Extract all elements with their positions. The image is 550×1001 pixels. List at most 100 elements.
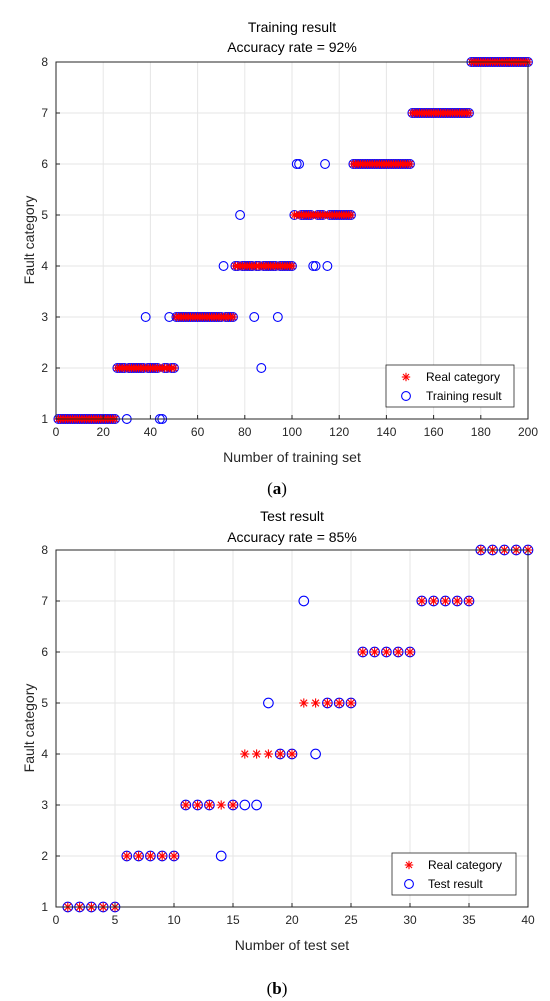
axis-ticks: 0 5 10 15 20 25 30 35 40 1 2 3 4 5 6 7 8 (41, 543, 535, 927)
result-point (294, 159, 305, 169)
real-point (145, 851, 155, 861)
real-point (275, 749, 285, 759)
real-point (464, 596, 474, 606)
result-point (392, 646, 404, 658)
result-point (357, 646, 369, 658)
legend: Real category Training result (385, 364, 515, 408)
x-tick-label: 120 (329, 425, 349, 439)
real-point (452, 596, 462, 606)
result-point (145, 850, 156, 862)
legend-box (391, 852, 517, 896)
x-tick-label: 180 (471, 425, 491, 439)
real-point (346, 210, 356, 220)
result-point (249, 312, 260, 322)
result-point (310, 748, 321, 760)
result-point (286, 748, 298, 760)
real-point (134, 851, 144, 861)
real-point (334, 698, 344, 708)
real-point (393, 647, 403, 657)
legend-asterisk-icon (404, 860, 414, 870)
result-point (227, 799, 239, 811)
y-tick-label: 6 (41, 645, 48, 659)
result-point (291, 159, 302, 169)
real-point (370, 647, 380, 657)
result-point (463, 595, 475, 607)
real-point (228, 312, 238, 322)
x-tick-label: 30 (403, 913, 417, 927)
x-tick-label: 0 (53, 425, 60, 439)
result-point (140, 312, 151, 322)
real-point (358, 647, 368, 657)
y-tick-label: 1 (41, 900, 48, 914)
result-point (440, 595, 451, 607)
real-point (440, 596, 450, 606)
result-point (428, 595, 439, 607)
result-point (322, 261, 333, 271)
x-tick-label: 0 (53, 913, 60, 927)
real-point (429, 596, 439, 606)
x-tick-label: 15 (226, 913, 240, 927)
y-axis-label: Fault category (21, 196, 37, 285)
x-tick-label: 100 (282, 425, 302, 439)
real-point (287, 261, 297, 271)
x-tick-label: 60 (191, 425, 205, 439)
result-point (133, 850, 144, 862)
legend-label-real: Real category (428, 858, 502, 872)
result-point (272, 312, 283, 322)
chart-title: Training result (248, 19, 336, 35)
result-point (192, 799, 203, 811)
y-tick-label: 8 (41, 55, 48, 69)
legend-circle-icon (401, 391, 411, 401)
x-axis-label: Number of training set (223, 449, 361, 465)
result-point (235, 210, 246, 220)
x-tick-label: 5 (112, 913, 119, 927)
x-tick-label: 20 (97, 425, 111, 439)
y-tick-label: 7 (41, 594, 48, 608)
legend-asterisk-icon (401, 372, 411, 382)
y-tick-label: 5 (41, 208, 48, 222)
legend: Real category Test result (391, 852, 517, 896)
y-tick-label: 3 (41, 310, 48, 324)
x-tick-label: 40 (144, 425, 158, 439)
result-point (404, 646, 416, 658)
result-point (218, 261, 229, 271)
real-point (464, 108, 474, 118)
x-tick-label: 10 (167, 913, 181, 927)
result-point (204, 799, 215, 811)
x-tick-label: 20 (285, 913, 299, 927)
result-point (215, 850, 227, 862)
x-tick-label: 25 (344, 913, 358, 927)
result-point (256, 363, 267, 373)
legend-asterisk-mark (404, 860, 414, 870)
result-point (274, 748, 286, 760)
y-tick-label: 4 (41, 259, 48, 273)
legend-circle-icon (404, 879, 414, 889)
y-tick-label: 6 (41, 157, 48, 171)
x-tick-label: 160 (424, 425, 444, 439)
legend-label-result: Training result (426, 389, 502, 403)
y-tick-label: 2 (41, 361, 48, 375)
real-point (405, 647, 415, 657)
real-point (263, 749, 273, 759)
y-tick-label: 5 (41, 696, 48, 710)
result-point (239, 799, 251, 811)
real-point (240, 749, 250, 759)
figure-caption: (b) (267, 979, 288, 998)
axis-ticks: 0 20 40 60 80 100 120 140 160 180 200 1 2 3 4 5 6 7 8 (41, 55, 538, 439)
legend-label-result: Test result (428, 877, 483, 891)
real-point (252, 749, 262, 759)
x-axis-label: Number of test set (235, 937, 349, 953)
x-tick-label: 200 (518, 425, 538, 439)
real-point (157, 851, 167, 861)
legend-asterisk-mark (401, 372, 411, 382)
real-point (169, 363, 179, 373)
result-point (320, 159, 330, 169)
y-tick-label: 7 (41, 106, 48, 120)
y-axis-label: Fault category (21, 684, 37, 773)
x-tick-label: 35 (462, 913, 476, 927)
result-point (168, 850, 180, 862)
chart-subtitle: Accuracy rate = 85% (227, 529, 357, 545)
real-point (169, 851, 179, 861)
result-point (251, 799, 262, 811)
legend-circle-mark (404, 879, 414, 889)
